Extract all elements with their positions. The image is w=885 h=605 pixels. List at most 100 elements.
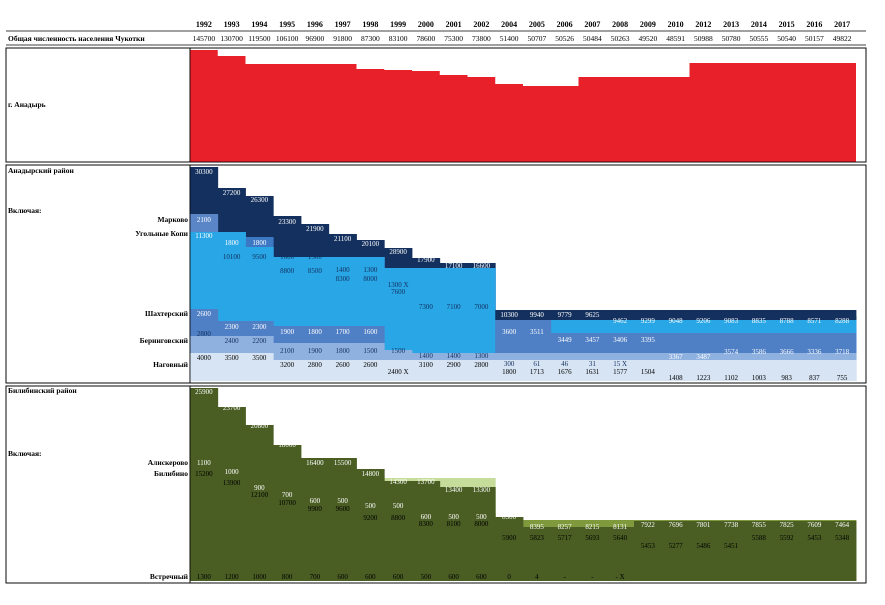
anadyrsky-sub-label: Угольные Копи xyxy=(135,229,188,238)
bilibinsky-sub-value: 500 xyxy=(421,573,432,581)
anadyrsky-band xyxy=(245,353,274,381)
anadyrsky-sub-value: 9500 xyxy=(252,253,267,261)
anadyrsky-main-value: 9462 xyxy=(613,317,628,325)
bilibinsky-sub-value: 9900 xyxy=(308,505,323,513)
year-header: 2012 xyxy=(695,20,711,29)
anadyrsky-sub-value: 1300 xyxy=(363,266,378,274)
anadyrsky-late-band xyxy=(634,310,663,320)
anadyrsky-band xyxy=(467,360,496,381)
bilibinsky-band xyxy=(190,388,219,581)
anadyrsky-sub-value: 7100 xyxy=(447,303,462,311)
anadyrsky-band xyxy=(717,360,746,381)
bilibinsky-sub-value: 500 xyxy=(476,513,487,521)
bilibinsky-band xyxy=(384,481,413,581)
anadyrsky-main-value: 20100 xyxy=(362,240,380,248)
bilibinsky-sub-value: 9200 xyxy=(363,514,378,522)
anadyrsky-sub-value: 3200 xyxy=(280,361,295,369)
anadyr-area xyxy=(190,50,856,162)
anadyrsky-main-value: 8571 xyxy=(807,317,822,325)
anadyrsky-band xyxy=(606,360,635,381)
anadyrsky-sub-value: 8000 xyxy=(363,275,378,283)
year-header: 2007 xyxy=(584,20,600,29)
bilibinsky-main-value: 8131 xyxy=(613,523,628,531)
anadyrsky-main-value: 21100 xyxy=(334,235,352,243)
anadyrsky-sub-value: 1500 xyxy=(308,253,323,261)
year-header: 2006 xyxy=(557,20,573,29)
total-value: 75300 xyxy=(444,34,463,43)
anadyrsky-late-band xyxy=(661,310,690,320)
bilibinsky-sub-value: 4 xyxy=(535,573,539,581)
anadyrsky-sub-value: 755 xyxy=(837,374,848,382)
bilibinsky-sub-value: 600 xyxy=(393,573,404,581)
year-header: 2015 xyxy=(779,20,795,29)
section-subtitle: Включая: xyxy=(8,449,42,458)
anadyrsky-sub-value: 1700 xyxy=(336,328,351,336)
bilibinsky-band xyxy=(772,521,801,581)
bilibinsky-main-value: 7801 xyxy=(696,521,711,529)
bilibinsky-sub-value: 900 xyxy=(254,484,265,492)
anadyrsky-sub-value: 8800 xyxy=(280,267,295,275)
anadyrsky-main-value: 9083 xyxy=(724,317,739,325)
anadyrsky-late-band xyxy=(772,310,801,320)
year-header: 1995 xyxy=(279,20,295,29)
total-value: 145700 xyxy=(193,34,216,43)
anadyrsky-sub-value: 1800 xyxy=(225,239,240,247)
anadyrsky-sub-value: 11300 xyxy=(195,232,213,240)
year-header: 2009 xyxy=(640,20,656,29)
bilibinsky-main-value: 7738 xyxy=(724,521,739,529)
anadyrsky-sub-value: 3574 xyxy=(724,348,739,356)
anadyrsky-band xyxy=(689,360,718,381)
anadyrsky-main-value: 26300 xyxy=(251,196,269,204)
anadyrsky-sub-value: 4000 xyxy=(197,354,212,362)
anadyrsky-sub-value: 1713 xyxy=(530,368,545,376)
anadyrsky-sub-value: 3367 xyxy=(669,353,684,361)
total-value: 50157 xyxy=(805,34,824,43)
bilibinsky-sub-value: 0 xyxy=(507,573,511,581)
anadyrsky-band xyxy=(800,360,829,381)
bilibinsky-sub-value: 5588 xyxy=(752,534,767,542)
anadyrsky-band xyxy=(412,360,441,381)
bilibinsky-main-value: 7609 xyxy=(807,521,822,529)
anadyrsky-sub-value: 300 xyxy=(504,360,515,368)
bilibinsky-main-value: 23700 xyxy=(223,404,241,412)
anadyrsky-main-value: 9299 xyxy=(641,317,656,325)
bilibinsky-sub-value: 500 xyxy=(337,497,348,505)
anadyrsky-band xyxy=(745,360,774,381)
anadyrsky-sub-value: 983 xyxy=(781,374,792,382)
year-header: 2004 xyxy=(501,20,517,29)
bilibinsky-sub-value: 1200 xyxy=(225,573,240,581)
total-value: 73800 xyxy=(472,34,491,43)
bilibinsky-sub-value: 600 xyxy=(310,497,321,505)
bilibinsky-band xyxy=(578,527,607,581)
anadyrsky-sub-value: 1900 xyxy=(280,328,295,336)
anadyrsky-band xyxy=(439,360,468,381)
anadyrsky-sub-label: Марково xyxy=(157,215,188,224)
bilibinsky-main-value: 14300 xyxy=(389,478,407,486)
anadyrsky-sub-value: 8500 xyxy=(308,267,323,275)
year-header: 1998 xyxy=(362,20,378,29)
year-header: 1996 xyxy=(307,20,323,29)
section-outline xyxy=(5,164,867,384)
section-title: г. Анадырь xyxy=(8,100,46,109)
anadyrsky-main-value: 17900 xyxy=(417,256,435,264)
bilibinsky-sub-label: Встречный xyxy=(150,572,189,581)
anadyrsky-sub-value: 1676 xyxy=(558,368,573,376)
bilibinsky-sub-value: 5348 xyxy=(835,534,850,542)
anadyrsky-sub-value: 3100 xyxy=(419,361,434,369)
anadyrsky-sub-value: 3600 xyxy=(502,328,517,336)
anadyrsky-main-value: 28900 xyxy=(389,248,407,256)
bilibinsky-band xyxy=(412,481,441,581)
anadyrsky-main-value: 10300 xyxy=(500,311,518,319)
bilibinsky-sub-value: 5277 xyxy=(669,542,684,550)
anadyrsky-sub-value: 1400 xyxy=(447,352,462,360)
bilibinsky-sub-value: 15200 xyxy=(195,470,213,478)
year-header: 2002 xyxy=(473,20,489,29)
anadyrsky-band xyxy=(495,360,524,381)
anadyrsky-main-value: 9206 xyxy=(696,317,711,325)
anadyrsky-sub-value: 1600 xyxy=(363,328,378,336)
bilibinsky-sub-value: 700 xyxy=(310,573,321,581)
anadyrsky-sub-value: 15 X xyxy=(613,360,627,368)
anadyrsky-sub-value: 1500 xyxy=(363,347,378,355)
anadyrsky-late-band xyxy=(495,310,524,320)
